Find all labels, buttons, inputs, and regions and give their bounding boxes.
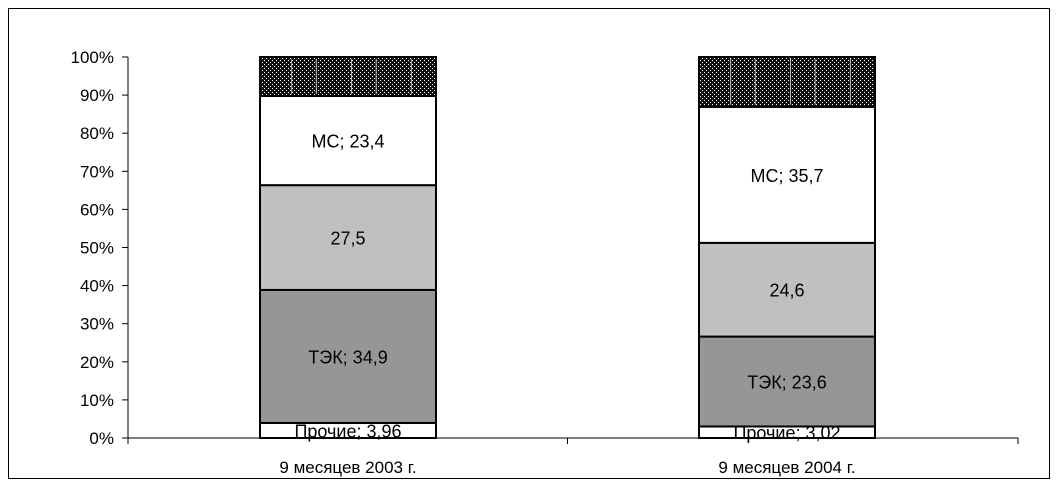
segment-data-label: Прочие; 3,02 [733, 423, 840, 443]
bar-segment [698, 105, 876, 244]
bar-segment [698, 335, 876, 428]
y-tick-label: 70% [80, 162, 114, 181]
segment-data-label: ТЭК; 34,9 [308, 347, 387, 367]
y-tick-label: 10% [80, 391, 114, 410]
bar-segment [259, 56, 437, 98]
bar-segment [259, 95, 437, 187]
segment-data-label: ТЭК; 23,6 [747, 373, 826, 393]
segment-data-label: Прочие; 3,96 [294, 421, 401, 441]
bar-segment [698, 56, 876, 108]
y-tick-label: 60% [80, 200, 114, 219]
bar-segment [259, 288, 437, 424]
x-category-label: 9 месяцев 2004 г. [718, 458, 855, 477]
segment-data-label: МС; 23,4 [311, 132, 384, 152]
segment-data-label: 24,6 [769, 281, 804, 301]
y-tick-label: 30% [80, 315, 114, 334]
bar-segment [698, 241, 876, 338]
segment-data-label: 27,5 [330, 229, 365, 249]
y-tick-label: 100% [71, 48, 114, 67]
x-category-label: 9 месяцев 2003 г. [279, 458, 416, 477]
bar-segment [259, 184, 437, 291]
y-tick-label: 0% [89, 429, 114, 448]
y-tick-label: 50% [80, 239, 114, 258]
segment-data-label: МС; 35,7 [750, 166, 823, 186]
chart-area [8, 8, 1050, 479]
y-tick-label: 20% [80, 353, 114, 372]
y-tick-label: 90% [80, 86, 114, 105]
y-tick-label: 40% [80, 277, 114, 296]
y-tick-label: 80% [80, 124, 114, 143]
